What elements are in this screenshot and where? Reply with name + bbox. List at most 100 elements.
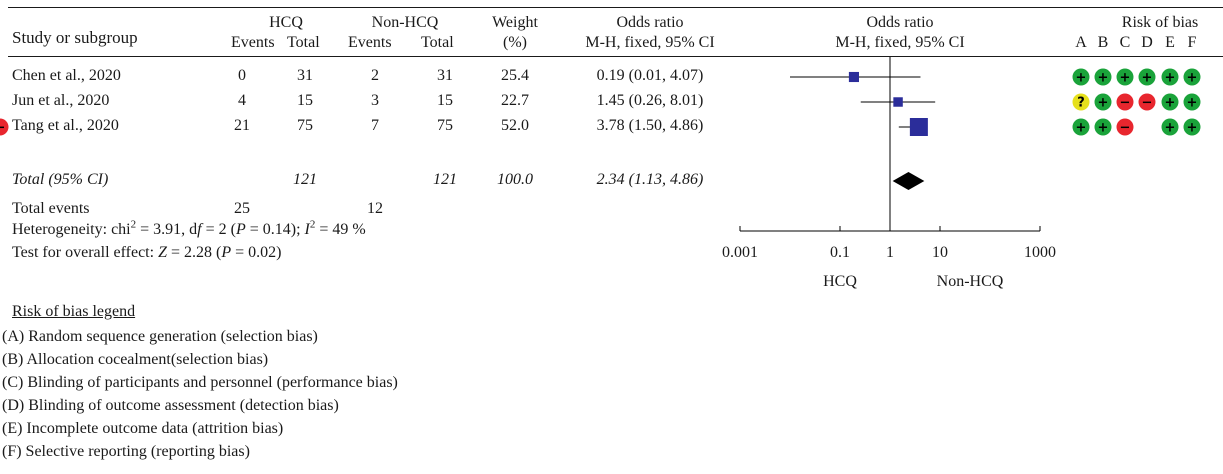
rob-letter: A xyxy=(1075,34,1087,51)
legend-item: (B) Allocation cocealment(selection bias… xyxy=(2,351,269,368)
events-hcq: 25 xyxy=(234,200,250,217)
header-total-non: Total xyxy=(421,34,454,51)
header-events-non: Events xyxy=(348,34,392,51)
legend-item: (D) Blinding of outcome assessment (dete… xyxy=(2,397,339,414)
unclear-risk-icon-symbol: ? xyxy=(1077,96,1085,111)
axis-right-label: Non-HCQ xyxy=(936,273,1004,290)
het-sup2: 2 xyxy=(309,218,316,231)
het-p: P xyxy=(235,221,246,238)
overall-effect-text: Test for overall effect: Z = 2.28 (P = 0… xyxy=(12,243,281,263)
header-study: Study or subgroup xyxy=(12,28,138,47)
axis-tick-label: 1000 xyxy=(1024,244,1056,261)
low-risk-icon xyxy=(1094,118,1112,136)
low-risk-icon xyxy=(1072,68,1090,86)
hcq-events: 0 xyxy=(238,67,246,84)
low-risk-icon xyxy=(1138,68,1156,86)
low-risk-icon-symbol: + xyxy=(1165,96,1176,111)
axis-tick-label: 10 xyxy=(932,244,948,261)
events-non: 12 xyxy=(367,200,383,217)
legend-item: (F) Selective reporting (reporting bias) xyxy=(2,443,250,460)
study-weight: 25.4 xyxy=(501,67,529,84)
total-label: Total (95% CI) xyxy=(12,171,109,188)
overall-end: = 0.02) xyxy=(231,244,282,261)
hcq-total: 75 xyxy=(297,117,313,134)
total-weight: 100.0 xyxy=(497,171,533,188)
header-odds-ratio: Odds ratio xyxy=(616,14,684,31)
low-risk-icon-symbol: + xyxy=(1187,96,1198,111)
low-risk-icon xyxy=(1116,68,1134,86)
axis-tick-label: 1 xyxy=(886,244,894,261)
rob-letter: E xyxy=(1165,34,1175,51)
header-hcq: HCQ xyxy=(269,14,303,31)
low-risk-icon-symbol: + xyxy=(1187,121,1198,136)
low-risk-icon xyxy=(1183,118,1201,136)
het-sup1: 2 xyxy=(130,218,137,231)
high-risk-icon xyxy=(1116,118,1134,136)
rob-letter: F xyxy=(1187,34,1197,51)
top-rule xyxy=(8,7,1223,8)
hcq-total: 31 xyxy=(297,67,313,84)
point-estimate-square xyxy=(909,118,928,136)
legend-title: Risk of bias legend xyxy=(12,303,136,320)
study-or: 3.78 (1.50, 4.86) xyxy=(596,117,704,134)
low-risk-icon-symbol: + xyxy=(1098,121,1109,136)
high-risk-icon xyxy=(0,118,9,136)
hcq-events: 4 xyxy=(238,92,246,109)
high-risk-icon xyxy=(1138,93,1156,111)
study-weight: 52.0 xyxy=(501,117,529,134)
het-i: I xyxy=(304,221,310,238)
header-total-hcq: Total xyxy=(287,34,320,51)
low-risk-icon-symbol: + xyxy=(1165,71,1176,86)
low-risk-icon xyxy=(1161,68,1179,86)
point-estimate-square xyxy=(848,71,859,83)
overall-p: P xyxy=(221,244,232,261)
het-end: = 49 % xyxy=(315,221,366,238)
legend-item: (C) Blinding of participants and personn… xyxy=(2,374,398,391)
study-name: Tang et al., 2020 xyxy=(12,117,119,134)
header-events-hcq: Events xyxy=(231,34,275,51)
low-risk-icon xyxy=(1161,93,1179,111)
study-name: Jun et al., 2020 xyxy=(12,92,110,109)
high-risk-icon-symbol: − xyxy=(0,121,5,136)
overall-z: Z xyxy=(158,244,167,261)
non-events: 7 xyxy=(371,117,379,134)
low-risk-icon-symbol: + xyxy=(1165,121,1176,136)
het-df: f xyxy=(197,221,202,238)
total-or: 2.34 (1.13, 4.86) xyxy=(596,171,704,188)
header-rob: Risk of bias xyxy=(1121,14,1199,31)
header-weight: Weight xyxy=(492,14,538,31)
study-weight: 22.7 xyxy=(501,92,529,109)
heterogeneity-text: Heterogeneity: chi2 = 3.91, df = 2 (P = … xyxy=(12,218,366,240)
low-risk-icon xyxy=(1072,118,1090,136)
rob-letter: C xyxy=(1119,34,1131,51)
het-prefix: Heterogeneity: chi xyxy=(12,221,131,238)
legend-item: (E) Incomplete outcome data (attrition b… xyxy=(2,420,284,437)
total-hcq-total: 121 xyxy=(293,171,317,188)
header-weight-unit: (%) xyxy=(503,34,527,51)
low-risk-icon-symbol: + xyxy=(1098,96,1109,111)
non-total: 75 xyxy=(437,117,453,134)
het-rest: = 2 ( xyxy=(201,221,236,238)
header-odds-ratio-plot: Odds ratio xyxy=(866,14,934,31)
hcq-total: 15 xyxy=(297,92,313,109)
study-or: 1.45 (0.26, 8.01) xyxy=(596,92,704,109)
high-risk-icon-symbol: − xyxy=(1142,96,1153,111)
high-risk-icon-symbol: − xyxy=(1120,96,1131,111)
low-risk-icon xyxy=(1183,68,1201,86)
header-non-hcq: Non-HCQ xyxy=(371,14,439,31)
axis-tick-label: 0.001 xyxy=(722,244,758,261)
rob-letter: D xyxy=(1141,34,1153,51)
low-risk-icon-symbol: + xyxy=(1098,71,1109,86)
legend-item: (A) Random sequence generation (selectio… xyxy=(2,328,318,345)
non-events: 3 xyxy=(371,92,379,109)
total-non-total: 121 xyxy=(433,171,457,188)
axis-left-label: HCQ xyxy=(823,273,857,290)
header-rule xyxy=(8,56,1223,57)
low-risk-icon-symbol: + xyxy=(1076,121,1087,136)
low-risk-icon-symbol: + xyxy=(1187,71,1198,86)
non-total: 31 xyxy=(437,67,453,84)
study-or: 0.19 (0.01, 4.07) xyxy=(596,67,704,84)
overall-prefix: Test for overall effect: xyxy=(12,244,159,261)
header-method-plot: M-H, fixed, 95% CI xyxy=(835,34,965,51)
